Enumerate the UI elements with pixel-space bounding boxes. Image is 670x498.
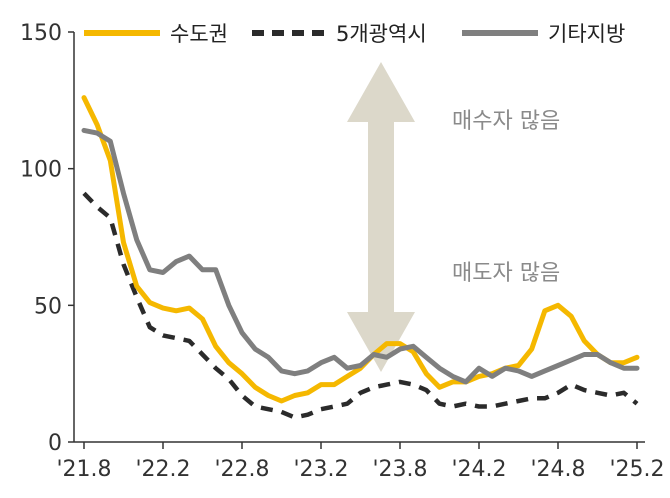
double-arrow-shape: [347, 62, 415, 372]
axes: 0 50 100 150 '21.8 '22.2 '22.8 '23.2 '23.8 '24.2 '…: [20, 21, 665, 482]
y-tick-label: 0: [48, 431, 62, 456]
x-tick-label: '24.2: [451, 457, 506, 482]
legend: 수도권 5개광역시 기타지방: [84, 22, 625, 46]
x-tick-label: '25.2: [609, 457, 664, 482]
x-tick-label: '24.8: [530, 457, 585, 482]
x-tick-label: '22.2: [135, 457, 190, 482]
y-tick-label: 50: [34, 294, 62, 319]
x-tick-label: '21.8: [56, 457, 111, 482]
series-line-0: [81, 95, 640, 404]
annotations: 매수자 많음 매도자 많음: [452, 109, 560, 286]
legend-label-2: 기타지방: [548, 22, 625, 46]
series-line-2: [81, 127, 640, 385]
legend-label-0: 수도권: [170, 22, 228, 46]
x-tick-label: '23.8: [372, 457, 427, 482]
x-tick-label: '22.8: [214, 457, 269, 482]
x-tick-label: '23.2: [293, 457, 348, 482]
annotation-sellers-many: 매도자 많음: [452, 261, 560, 286]
annotation-buyers-many: 매수자 많음: [452, 109, 560, 134]
y-tick-label: 100: [20, 158, 62, 183]
series-line-1: [82, 191, 639, 420]
double-arrow-annotation: [347, 62, 415, 372]
y-tick-label: 150: [20, 21, 62, 46]
series-lines: [81, 95, 640, 420]
legend-label-1: 5개광역시: [336, 22, 427, 46]
